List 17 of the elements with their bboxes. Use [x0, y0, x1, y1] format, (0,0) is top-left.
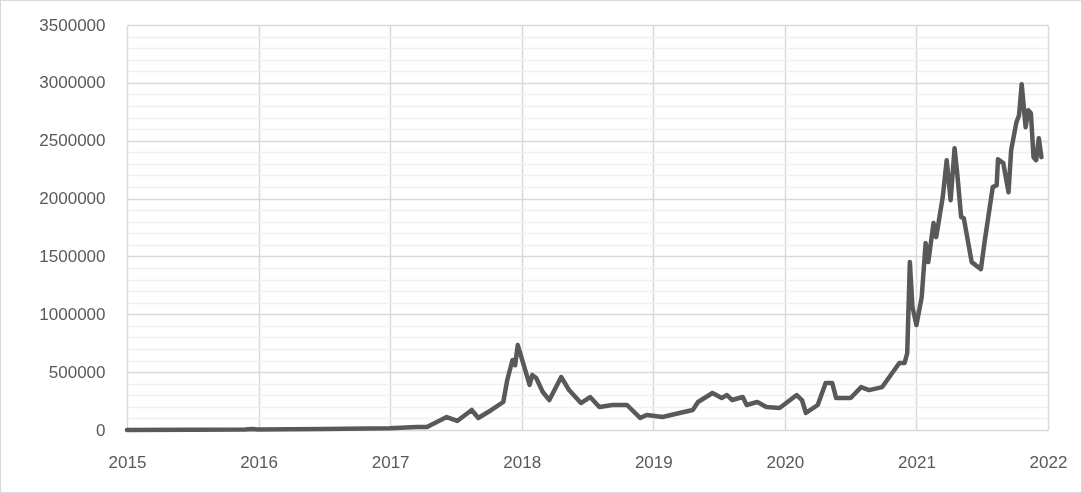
y-tick-label: 3500000 [39, 15, 106, 35]
y-tick-label: 500000 [48, 362, 106, 382]
x-tick-label: 2019 [634, 452, 673, 472]
x-tick-label: 2017 [371, 452, 410, 472]
x-tick-label: 2022 [1029, 452, 1068, 472]
y-tick-label: 1500000 [39, 246, 106, 266]
y-tick-label: 0 [96, 420, 106, 440]
line-series [124, 82, 1044, 433]
x-tick-label: 2018 [503, 452, 542, 472]
x-tick-label: 2015 [108, 452, 147, 472]
y-tick-label: 2000000 [39, 189, 106, 209]
x-tick-label: 2020 [766, 452, 805, 472]
y-tick-label: 3000000 [39, 73, 106, 93]
y-tick-label: 2500000 [39, 131, 106, 151]
y-tick-label: 1000000 [39, 304, 106, 324]
x-tick-label: 2021 [898, 452, 936, 472]
x-tick-label: 2016 [240, 452, 278, 472]
